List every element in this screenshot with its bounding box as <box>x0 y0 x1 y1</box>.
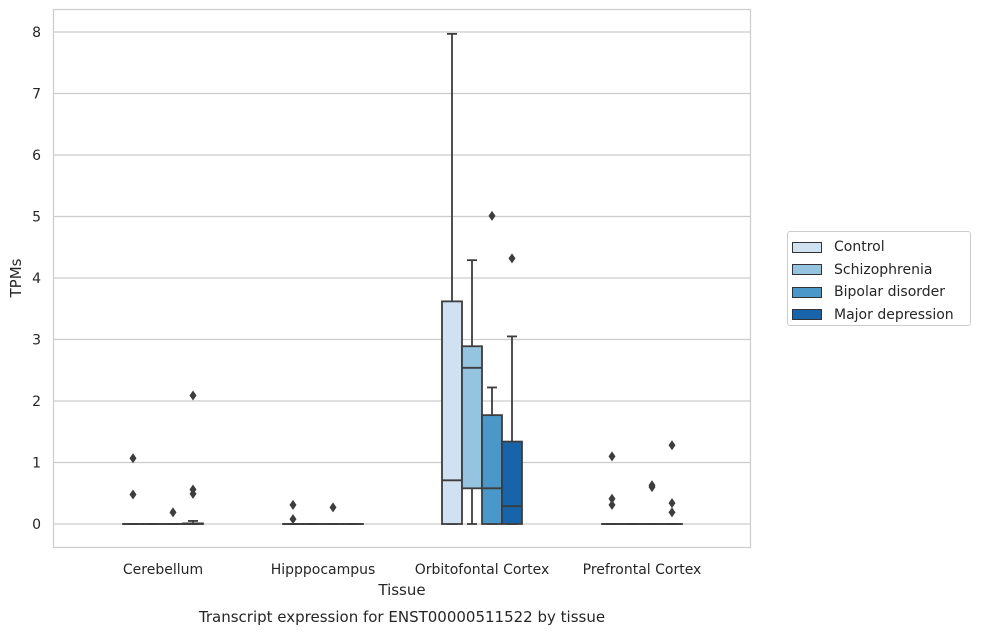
outlier-point <box>129 453 137 464</box>
box-major-depression <box>182 390 204 525</box>
box-major-depression <box>501 253 523 525</box>
y-tick-label: 2 <box>32 394 41 410</box>
box-control <box>122 453 144 525</box>
outlier-point <box>648 482 656 493</box>
outlier-point <box>189 488 197 499</box>
box-body <box>481 414 503 525</box>
outlier-point <box>668 498 676 509</box>
outlier-point <box>508 253 516 264</box>
outlier-point <box>668 507 676 518</box>
legend-label: Major depression <box>834 306 954 323</box>
outlier-point <box>608 493 616 504</box>
y-tick-label: 6 <box>32 148 41 164</box>
y-tick-label: 8 <box>32 25 41 41</box>
y-tick-label: 5 <box>32 210 41 226</box>
y-tick-label: 0 <box>32 517 41 533</box>
legend: Control Schizophrenia Bipolar disorder Majo… <box>787 231 971 326</box>
outlier-point <box>129 489 137 500</box>
legend-swatch <box>792 241 822 253</box>
legend-label: Bipolar disorder <box>834 284 946 301</box>
legend-swatch <box>792 264 822 276</box>
y-axis-title: TPMs <box>7 258 25 298</box>
outlier-point <box>289 514 297 525</box>
x-tick-label: Cerebellum <box>123 562 203 578</box>
legend-label: Control <box>834 239 885 256</box>
outlier-point <box>608 499 616 510</box>
x-tick-labels: Cerebellum Hipppocampus Orbitofontal Corte… <box>123 562 701 578</box>
box-plots <box>122 32 683 525</box>
outlier-point <box>169 507 177 518</box>
outlier-point <box>329 502 337 513</box>
x-axis-title: Tissue <box>377 581 425 599</box>
box-body <box>441 300 463 525</box>
outlier-point <box>289 499 297 510</box>
legend-item: Control <box>792 236 970 259</box>
box-control <box>282 499 304 525</box>
x-tick-label: Prefrontal Cortex <box>583 562 702 578</box>
box-major-depression <box>661 440 683 525</box>
legend-swatch <box>792 309 822 321</box>
box-control <box>441 32 463 525</box>
legend-item: Major depression <box>792 304 970 327</box>
y-tick-label: 3 <box>32 333 41 349</box>
y-tick-labels: 0 1 2 3 4 5 6 7 8 <box>32 25 41 533</box>
legend-item: Schizophrenia <box>792 259 970 282</box>
box-bipolar-disorder <box>641 480 663 525</box>
chart-title: Transcript expression for ENST0000051152… <box>198 608 605 626</box>
x-tick-label: Hipppocampus <box>271 562 376 578</box>
outlier-point <box>608 451 616 462</box>
y-tick-label: 1 <box>32 456 41 472</box>
box-control <box>601 451 623 525</box>
y-tick-label: 4 <box>32 271 41 287</box>
outlier-point <box>488 210 496 221</box>
legend-swatch <box>792 286 822 298</box>
box-bipolar-disorder <box>162 507 184 525</box>
outlier-point <box>668 440 676 451</box>
outlier-point <box>189 390 197 401</box>
box-body <box>501 440 523 525</box>
legend-item: Bipolar disorder <box>792 281 970 304</box>
y-tick-label: 7 <box>32 87 41 103</box>
x-tick-label: Orbitofontal Cortex <box>415 562 550 578</box>
legend-label: Schizophrenia <box>834 261 933 278</box>
